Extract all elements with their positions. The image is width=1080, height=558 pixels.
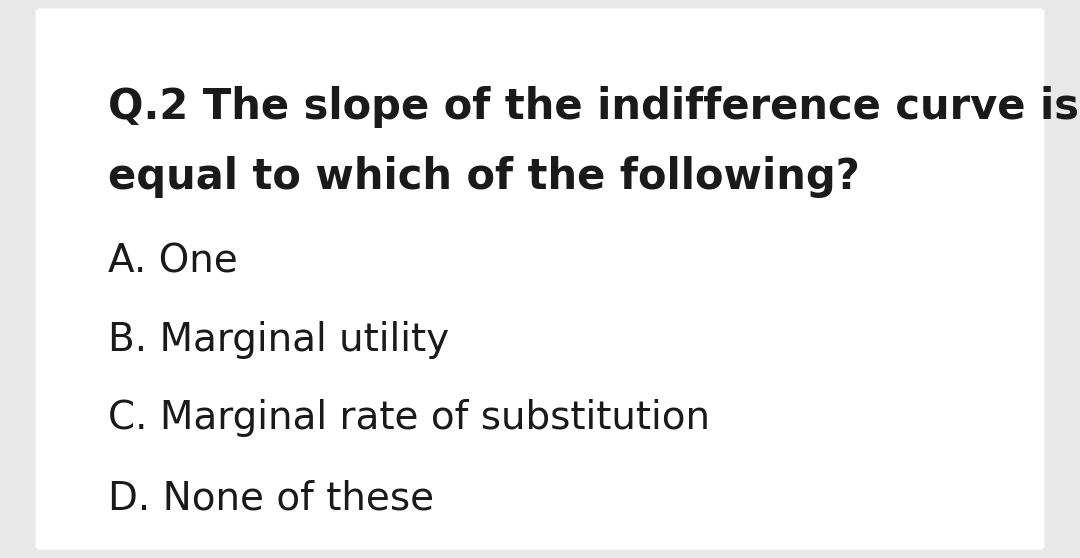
Text: C. Marginal rate of substitution: C. Marginal rate of substitution	[108, 399, 710, 437]
Text: B. Marginal utility: B. Marginal utility	[108, 321, 449, 359]
Text: D. None of these: D. None of these	[108, 480, 434, 518]
Text: A. One: A. One	[108, 243, 238, 281]
Text: Q.2 The slope of the indifference curve is: Q.2 The slope of the indifference curve …	[108, 86, 1079, 128]
Text: equal to which of the following?: equal to which of the following?	[108, 156, 860, 198]
